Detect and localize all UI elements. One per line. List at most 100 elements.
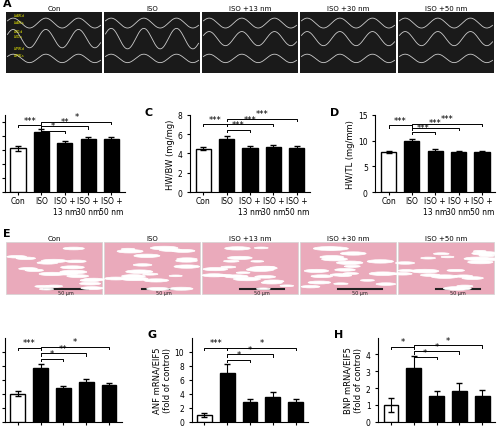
Circle shape xyxy=(104,277,127,280)
Text: ***: *** xyxy=(429,119,442,128)
Text: *: * xyxy=(72,338,77,347)
Text: ***: *** xyxy=(232,121,244,130)
Circle shape xyxy=(367,260,394,264)
FancyBboxPatch shape xyxy=(104,14,200,73)
Bar xyxy=(10,394,25,422)
Circle shape xyxy=(37,262,58,265)
Text: ***: *** xyxy=(440,115,454,124)
Bar xyxy=(384,405,398,422)
Bar xyxy=(406,368,422,422)
Circle shape xyxy=(42,260,66,263)
Text: 50 μm: 50 μm xyxy=(352,291,368,296)
Y-axis label: BNP mRNA/EIF5
(fold of control): BNP mRNA/EIF5 (fold of control) xyxy=(344,346,363,413)
Bar xyxy=(474,153,490,193)
Text: *: * xyxy=(260,338,264,348)
FancyBboxPatch shape xyxy=(398,243,494,294)
Text: H: H xyxy=(334,329,343,340)
Circle shape xyxy=(360,280,374,282)
Circle shape xyxy=(176,258,197,261)
Text: C: C xyxy=(145,108,153,118)
Circle shape xyxy=(454,275,472,278)
Text: *: * xyxy=(446,336,450,345)
Circle shape xyxy=(472,252,499,256)
Circle shape xyxy=(255,276,276,279)
Bar xyxy=(196,149,211,193)
Bar xyxy=(242,402,258,422)
Circle shape xyxy=(7,256,26,259)
Circle shape xyxy=(256,288,270,290)
Circle shape xyxy=(336,262,363,265)
Bar xyxy=(78,382,94,422)
Circle shape xyxy=(479,255,494,257)
Text: ***: *** xyxy=(417,123,430,132)
Text: *: * xyxy=(434,342,439,351)
Circle shape xyxy=(35,285,52,288)
Text: ISO: ISO xyxy=(146,6,158,12)
Circle shape xyxy=(172,250,195,253)
Bar xyxy=(197,415,212,422)
Circle shape xyxy=(311,275,332,278)
Circle shape xyxy=(478,258,500,261)
Text: Con: Con xyxy=(47,6,61,12)
Circle shape xyxy=(224,275,248,278)
Circle shape xyxy=(314,247,342,251)
Circle shape xyxy=(464,257,490,261)
Circle shape xyxy=(369,272,396,276)
Text: ISO +30 nm: ISO +30 nm xyxy=(327,235,369,241)
Circle shape xyxy=(121,277,148,281)
Bar xyxy=(381,153,396,193)
Text: ISO +50 nm: ISO +50 nm xyxy=(425,6,467,12)
Text: ***: *** xyxy=(22,338,36,348)
Text: ISO +13 nm: ISO +13 nm xyxy=(229,6,271,12)
Circle shape xyxy=(122,275,146,278)
Circle shape xyxy=(322,248,348,251)
Circle shape xyxy=(63,248,84,250)
Text: LVPW;d: LVPW;d xyxy=(14,47,24,51)
Circle shape xyxy=(16,257,36,260)
Circle shape xyxy=(301,286,320,288)
Circle shape xyxy=(434,253,449,255)
Bar xyxy=(10,149,26,193)
Text: ISO +13 nm: ISO +13 nm xyxy=(229,235,271,241)
Circle shape xyxy=(431,275,458,279)
Circle shape xyxy=(117,250,143,253)
Text: **: ** xyxy=(59,344,68,353)
Circle shape xyxy=(170,288,193,291)
Y-axis label: HW/TL (mg/mm): HW/TL (mg/mm) xyxy=(346,120,356,188)
Circle shape xyxy=(308,281,330,284)
Circle shape xyxy=(264,280,284,283)
Text: LVAW;s: LVAW;s xyxy=(14,21,24,25)
Circle shape xyxy=(335,269,355,271)
Circle shape xyxy=(250,267,277,271)
Text: *: * xyxy=(236,350,240,359)
Circle shape xyxy=(122,249,135,250)
Circle shape xyxy=(320,256,344,259)
Text: ***: *** xyxy=(256,110,268,119)
Circle shape xyxy=(203,268,228,271)
Text: ISO +30 nm: ISO +30 nm xyxy=(327,6,369,12)
Circle shape xyxy=(40,288,54,291)
Circle shape xyxy=(176,260,198,262)
Text: *: * xyxy=(51,122,55,131)
Circle shape xyxy=(456,285,473,288)
Circle shape xyxy=(343,273,358,275)
Circle shape xyxy=(133,264,152,267)
Circle shape xyxy=(261,282,282,284)
Text: LVID;d: LVID;d xyxy=(14,29,23,34)
Circle shape xyxy=(441,256,454,258)
Circle shape xyxy=(221,266,236,268)
Text: E: E xyxy=(2,228,10,238)
Text: ***: *** xyxy=(208,115,222,124)
FancyBboxPatch shape xyxy=(202,14,298,73)
Circle shape xyxy=(447,270,464,272)
Circle shape xyxy=(60,266,84,269)
Bar xyxy=(266,397,280,422)
Bar xyxy=(428,152,443,193)
Circle shape xyxy=(376,283,396,286)
Bar xyxy=(80,139,96,193)
Circle shape xyxy=(228,257,252,260)
Circle shape xyxy=(126,270,152,274)
FancyBboxPatch shape xyxy=(300,14,396,73)
Text: 50 μm: 50 μm xyxy=(450,291,466,296)
Text: 50 μm: 50 μm xyxy=(58,291,74,296)
